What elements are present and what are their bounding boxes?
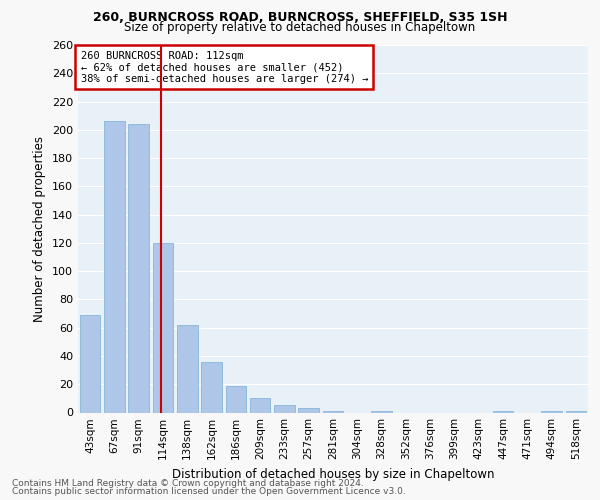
Bar (128, 124, 149, 412)
Bar (493, 411, 514, 412)
Bar (177, 325, 197, 412)
Bar (104, 122, 125, 412)
Bar (298, 408, 319, 412)
Y-axis label: Number of detached properties: Number of detached properties (34, 136, 46, 322)
Bar (226, 386, 246, 412)
Text: 260, BURNCROSS ROAD, BURNCROSS, SHEFFIELD, S35 1SH: 260, BURNCROSS ROAD, BURNCROSS, SHEFFIEL… (93, 11, 507, 24)
Text: Contains public sector information licensed under the Open Government Licence v3: Contains public sector information licen… (12, 487, 406, 496)
X-axis label: Distribution of detached houses by size in Chapeltown: Distribution of detached houses by size … (172, 468, 494, 481)
Bar (566, 411, 586, 412)
Text: Size of property relative to detached houses in Chapeltown: Size of property relative to detached ho… (124, 22, 476, 35)
Bar (152, 243, 173, 412)
Bar (274, 406, 295, 412)
Text: 260 BURNCROSS ROAD: 112sqm
← 62% of detached houses are smaller (452)
38% of sem: 260 BURNCROSS ROAD: 112sqm ← 62% of deta… (80, 50, 368, 84)
Bar (541, 411, 562, 412)
Bar (250, 398, 271, 412)
Bar (80, 315, 100, 412)
Text: Contains HM Land Registry data © Crown copyright and database right 2024.: Contains HM Land Registry data © Crown c… (12, 478, 364, 488)
Bar (201, 362, 222, 412)
Bar (371, 411, 392, 412)
Bar (323, 411, 343, 412)
